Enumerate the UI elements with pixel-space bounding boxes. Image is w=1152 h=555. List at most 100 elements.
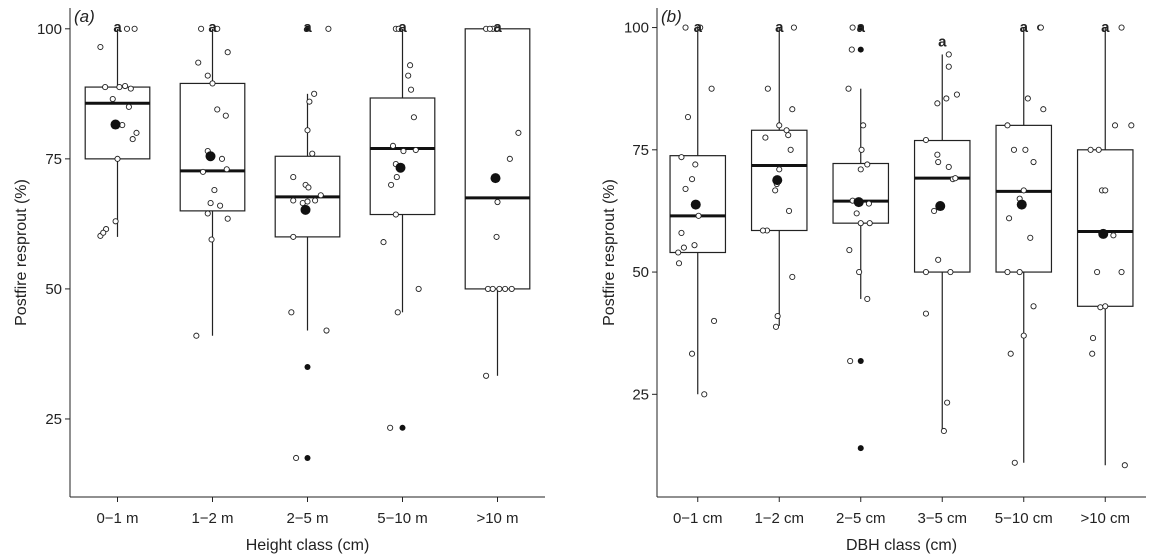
box-iqr [913,139,971,273]
data-point [412,146,419,154]
outlier-point [857,46,864,53]
data-point [848,46,855,53]
x-axis-title: DBH class (cm) [846,537,957,554]
data-point [214,25,221,32]
panel-b-dbh-class: 25 50 75 100 Postfire resprout (%) DBH class … [601,7,1146,554]
data-point [311,90,318,97]
data-point [116,84,123,91]
data-point [776,122,783,129]
data-point [922,310,930,317]
data-point [193,332,200,339]
data-point [496,285,503,292]
y-tick-label: 50 [45,281,62,298]
data-point [934,151,941,158]
outlier-point [857,24,864,31]
box-iqr [750,129,808,232]
data-point [764,85,771,92]
data-point [1128,122,1135,129]
data-point [502,285,509,292]
data-point [494,198,501,206]
data-point [772,323,780,330]
data-point [199,168,207,175]
data-point [691,242,698,249]
significance-letter: a [694,19,703,36]
data-point [305,184,312,191]
data-point [407,86,415,93]
data-point [290,174,297,181]
data-point [133,129,140,136]
y-tick-label: 100 [624,20,649,37]
significance-letter: a [857,19,866,36]
data-point [223,166,230,173]
data-point [122,82,129,90]
data-point [1030,303,1037,310]
data-point [935,256,942,263]
significance-letter: a [1101,19,1110,36]
x-tick-label: 1−2 cm [754,510,804,527]
data-point [207,200,214,207]
data-point [405,72,412,79]
mean-point [490,173,501,184]
significance-letter: a [113,19,122,36]
data-point [392,211,399,218]
data-point [1007,350,1014,357]
data-point [860,122,867,129]
data-point [394,309,401,316]
data-point [1102,187,1109,194]
data-point [864,295,871,303]
data-point [762,134,769,141]
data-point [123,25,131,32]
data-point [127,85,134,92]
data-point [945,163,952,170]
data-point [678,154,685,161]
data-point [708,85,715,92]
x-tick-label: 3−5 cm [917,510,967,527]
panel-label: (b) [661,7,682,26]
y-tick-label: 75 [632,142,649,159]
y-tick-label: 50 [632,264,649,281]
data-point [395,25,402,32]
mean-point [395,162,406,173]
data-point [486,25,493,32]
significance-letter: a [208,19,217,36]
data-point [1020,187,1027,194]
x-axis-title: Height class (cm) [246,537,370,554]
data-point [1010,146,1018,153]
data-point [785,207,793,214]
data-point [952,175,959,182]
data-point [211,187,218,194]
panel-label: (a) [74,7,95,26]
data-point [97,43,104,51]
data-point [1004,269,1011,276]
data-point [931,207,938,214]
data-point [1011,459,1018,466]
data-point [1102,303,1109,310]
data-point [858,146,865,153]
data-point [1024,95,1031,102]
data-point [783,127,790,134]
data-point [1020,332,1027,339]
data-point [224,215,231,222]
mean-point [935,201,946,212]
significance-letter: a [775,19,784,36]
outlier-point [399,424,406,431]
mean-point [205,151,216,162]
data-point [323,327,330,334]
mean-point [690,199,701,210]
data-point [789,273,796,281]
data-point [1030,158,1037,166]
data-point [198,25,205,32]
outlier-point [304,454,311,461]
data-point [389,142,397,149]
data-point [325,25,332,32]
x-tick-label: 2−5 cm [836,510,886,527]
y-tick-label: 75 [45,151,62,168]
data-point [407,62,414,69]
data-point [1118,24,1125,31]
data-point [508,285,515,292]
data-point [1111,122,1119,129]
data-point [922,269,930,276]
y-tick-label: 25 [45,411,62,428]
data-point [701,391,708,398]
